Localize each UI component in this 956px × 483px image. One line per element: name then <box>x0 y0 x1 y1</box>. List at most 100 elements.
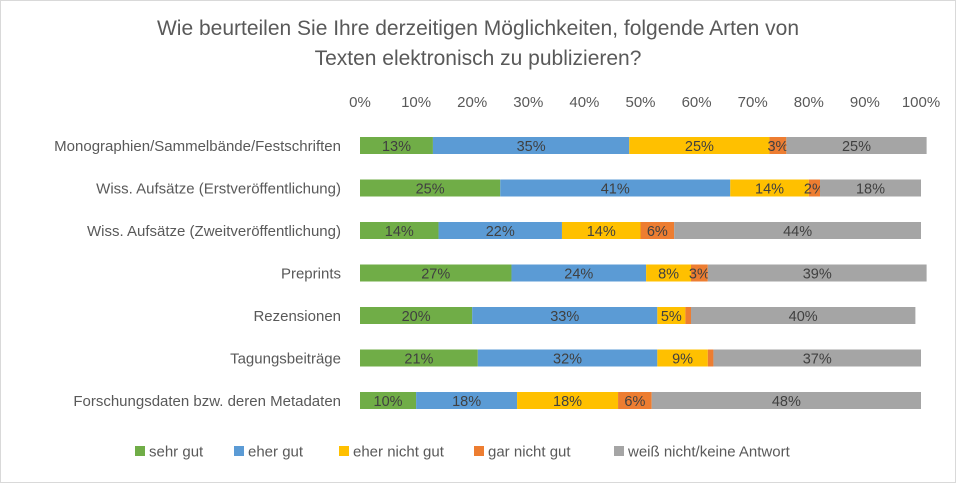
data-label: 3% <box>689 267 710 283</box>
bar-segment <box>769 137 787 154</box>
x-tick-label: 40% <box>569 94 599 111</box>
data-label: 39% <box>803 267 832 283</box>
legend-swatch <box>474 446 484 456</box>
category-label: Monographien/Sammelbände/Festschriften <box>54 138 341 155</box>
data-label: 18% <box>452 394 481 410</box>
bar-segment <box>690 264 708 282</box>
data-label: 2% <box>804 182 825 198</box>
x-tick-label: 30% <box>513 94 543 111</box>
bar-segment <box>808 179 821 197</box>
data-label: 5% <box>661 309 682 325</box>
data-label: 18% <box>553 394 582 410</box>
data-label: 21% <box>404 352 433 368</box>
data-label: 9% <box>672 352 693 368</box>
bar-segment <box>713 349 921 367</box>
data-label: 22% <box>486 224 515 240</box>
legend-label: eher gut <box>248 444 304 461</box>
category-label: Tagungsbeiträge <box>230 351 341 368</box>
bar-segment <box>438 222 562 239</box>
bar-segment <box>707 349 714 367</box>
bar-segment <box>360 264 512 282</box>
chart-title: Wie beurteilen Sie Ihre derzeitigen Mögl… <box>0 14 956 74</box>
chart-title-line-1: Wie beurteilen Sie Ihre derzeitigen Mögl… <box>156 17 800 40</box>
x-tick-label: 0% <box>349 94 371 111</box>
bar-segment <box>730 179 809 197</box>
bar-segment <box>432 137 630 154</box>
data-label: 14% <box>755 182 784 198</box>
data-label: 24% <box>564 267 593 283</box>
x-tick-label: 60% <box>682 94 712 111</box>
category-label: Forschungsdaten bzw. deren Metadaten <box>73 393 341 410</box>
bar-segment <box>500 179 731 197</box>
bar-segment <box>646 264 691 282</box>
data-label: 25% <box>416 182 445 198</box>
bar-segment <box>360 349 478 367</box>
data-label: 41% <box>601 182 630 198</box>
data-label: 25% <box>842 139 871 155</box>
bar-segment <box>618 392 652 409</box>
bar-segment <box>360 179 501 197</box>
bar-segment <box>511 264 647 282</box>
bar-segment <box>657 307 686 324</box>
bar-segment <box>690 307 916 324</box>
data-label: 20% <box>402 309 431 325</box>
legend-swatch <box>135 446 145 456</box>
data-label: 44% <box>783 224 812 240</box>
data-label: 14% <box>587 224 616 240</box>
data-label: 32% <box>553 352 582 368</box>
data-label: 37% <box>803 352 832 368</box>
data-label: 6% <box>624 394 645 410</box>
category-label: Wiss. Aufsätze (Zweitveröffentlichung) <box>87 223 341 240</box>
category-label: Preprints <box>281 266 341 283</box>
bar-segment <box>360 307 473 324</box>
data-label: 25% <box>685 139 714 155</box>
bar-segment <box>707 264 927 282</box>
bar-segment <box>360 392 417 409</box>
data-label: 40% <box>789 309 818 325</box>
data-label: 35% <box>517 139 546 155</box>
bar-segment <box>561 222 641 239</box>
legend-label: eher nicht gut <box>353 444 445 461</box>
category-label: Wiss. Aufsätze (Erstveröffentlichung) <box>96 181 341 198</box>
legend-label: weiß nicht/keine Antwort <box>627 444 791 461</box>
data-label: 8% <box>658 267 679 283</box>
x-tick-label: 50% <box>625 94 655 111</box>
bar-segment <box>820 179 921 197</box>
data-label: 48% <box>772 394 801 410</box>
bar-segment <box>685 307 691 324</box>
x-tick-label: 20% <box>457 94 487 111</box>
data-label: 33% <box>550 309 579 325</box>
chart-title-line-2: Texten elektronisch zu publizieren? <box>314 47 642 70</box>
bar-segment <box>657 349 708 367</box>
bar-segment <box>360 222 439 239</box>
data-label: 27% <box>421 267 450 283</box>
data-label: 14% <box>385 224 414 240</box>
bar-segment <box>651 392 921 409</box>
bar-segment <box>477 349 658 367</box>
bar-segment <box>360 137 433 154</box>
legend-swatch <box>614 446 624 456</box>
x-tick-label: 100% <box>902 94 940 111</box>
bar-segment <box>640 222 675 239</box>
bar-segment <box>629 137 770 154</box>
data-label: 6% <box>647 224 668 240</box>
legend-swatch <box>339 446 349 456</box>
legend-label: sehr gut <box>149 444 204 461</box>
bar-segment <box>472 307 658 324</box>
data-label: 13% <box>382 139 411 155</box>
bar-segment <box>416 392 518 409</box>
bar-segment <box>517 392 619 409</box>
x-tick-label: 90% <box>850 94 880 111</box>
bar-segment <box>786 137 927 154</box>
bar-segment <box>674 222 921 239</box>
legend-swatch <box>234 446 244 456</box>
legend-label: gar nicht gut <box>488 444 571 461</box>
data-label: 3% <box>767 139 788 155</box>
category-label: Rezensionen <box>253 308 341 325</box>
x-tick-label: 10% <box>401 94 431 111</box>
data-label: 10% <box>374 394 403 410</box>
x-tick-label: 70% <box>738 94 768 111</box>
x-tick-label: 80% <box>794 94 824 111</box>
data-label: 18% <box>856 182 885 198</box>
